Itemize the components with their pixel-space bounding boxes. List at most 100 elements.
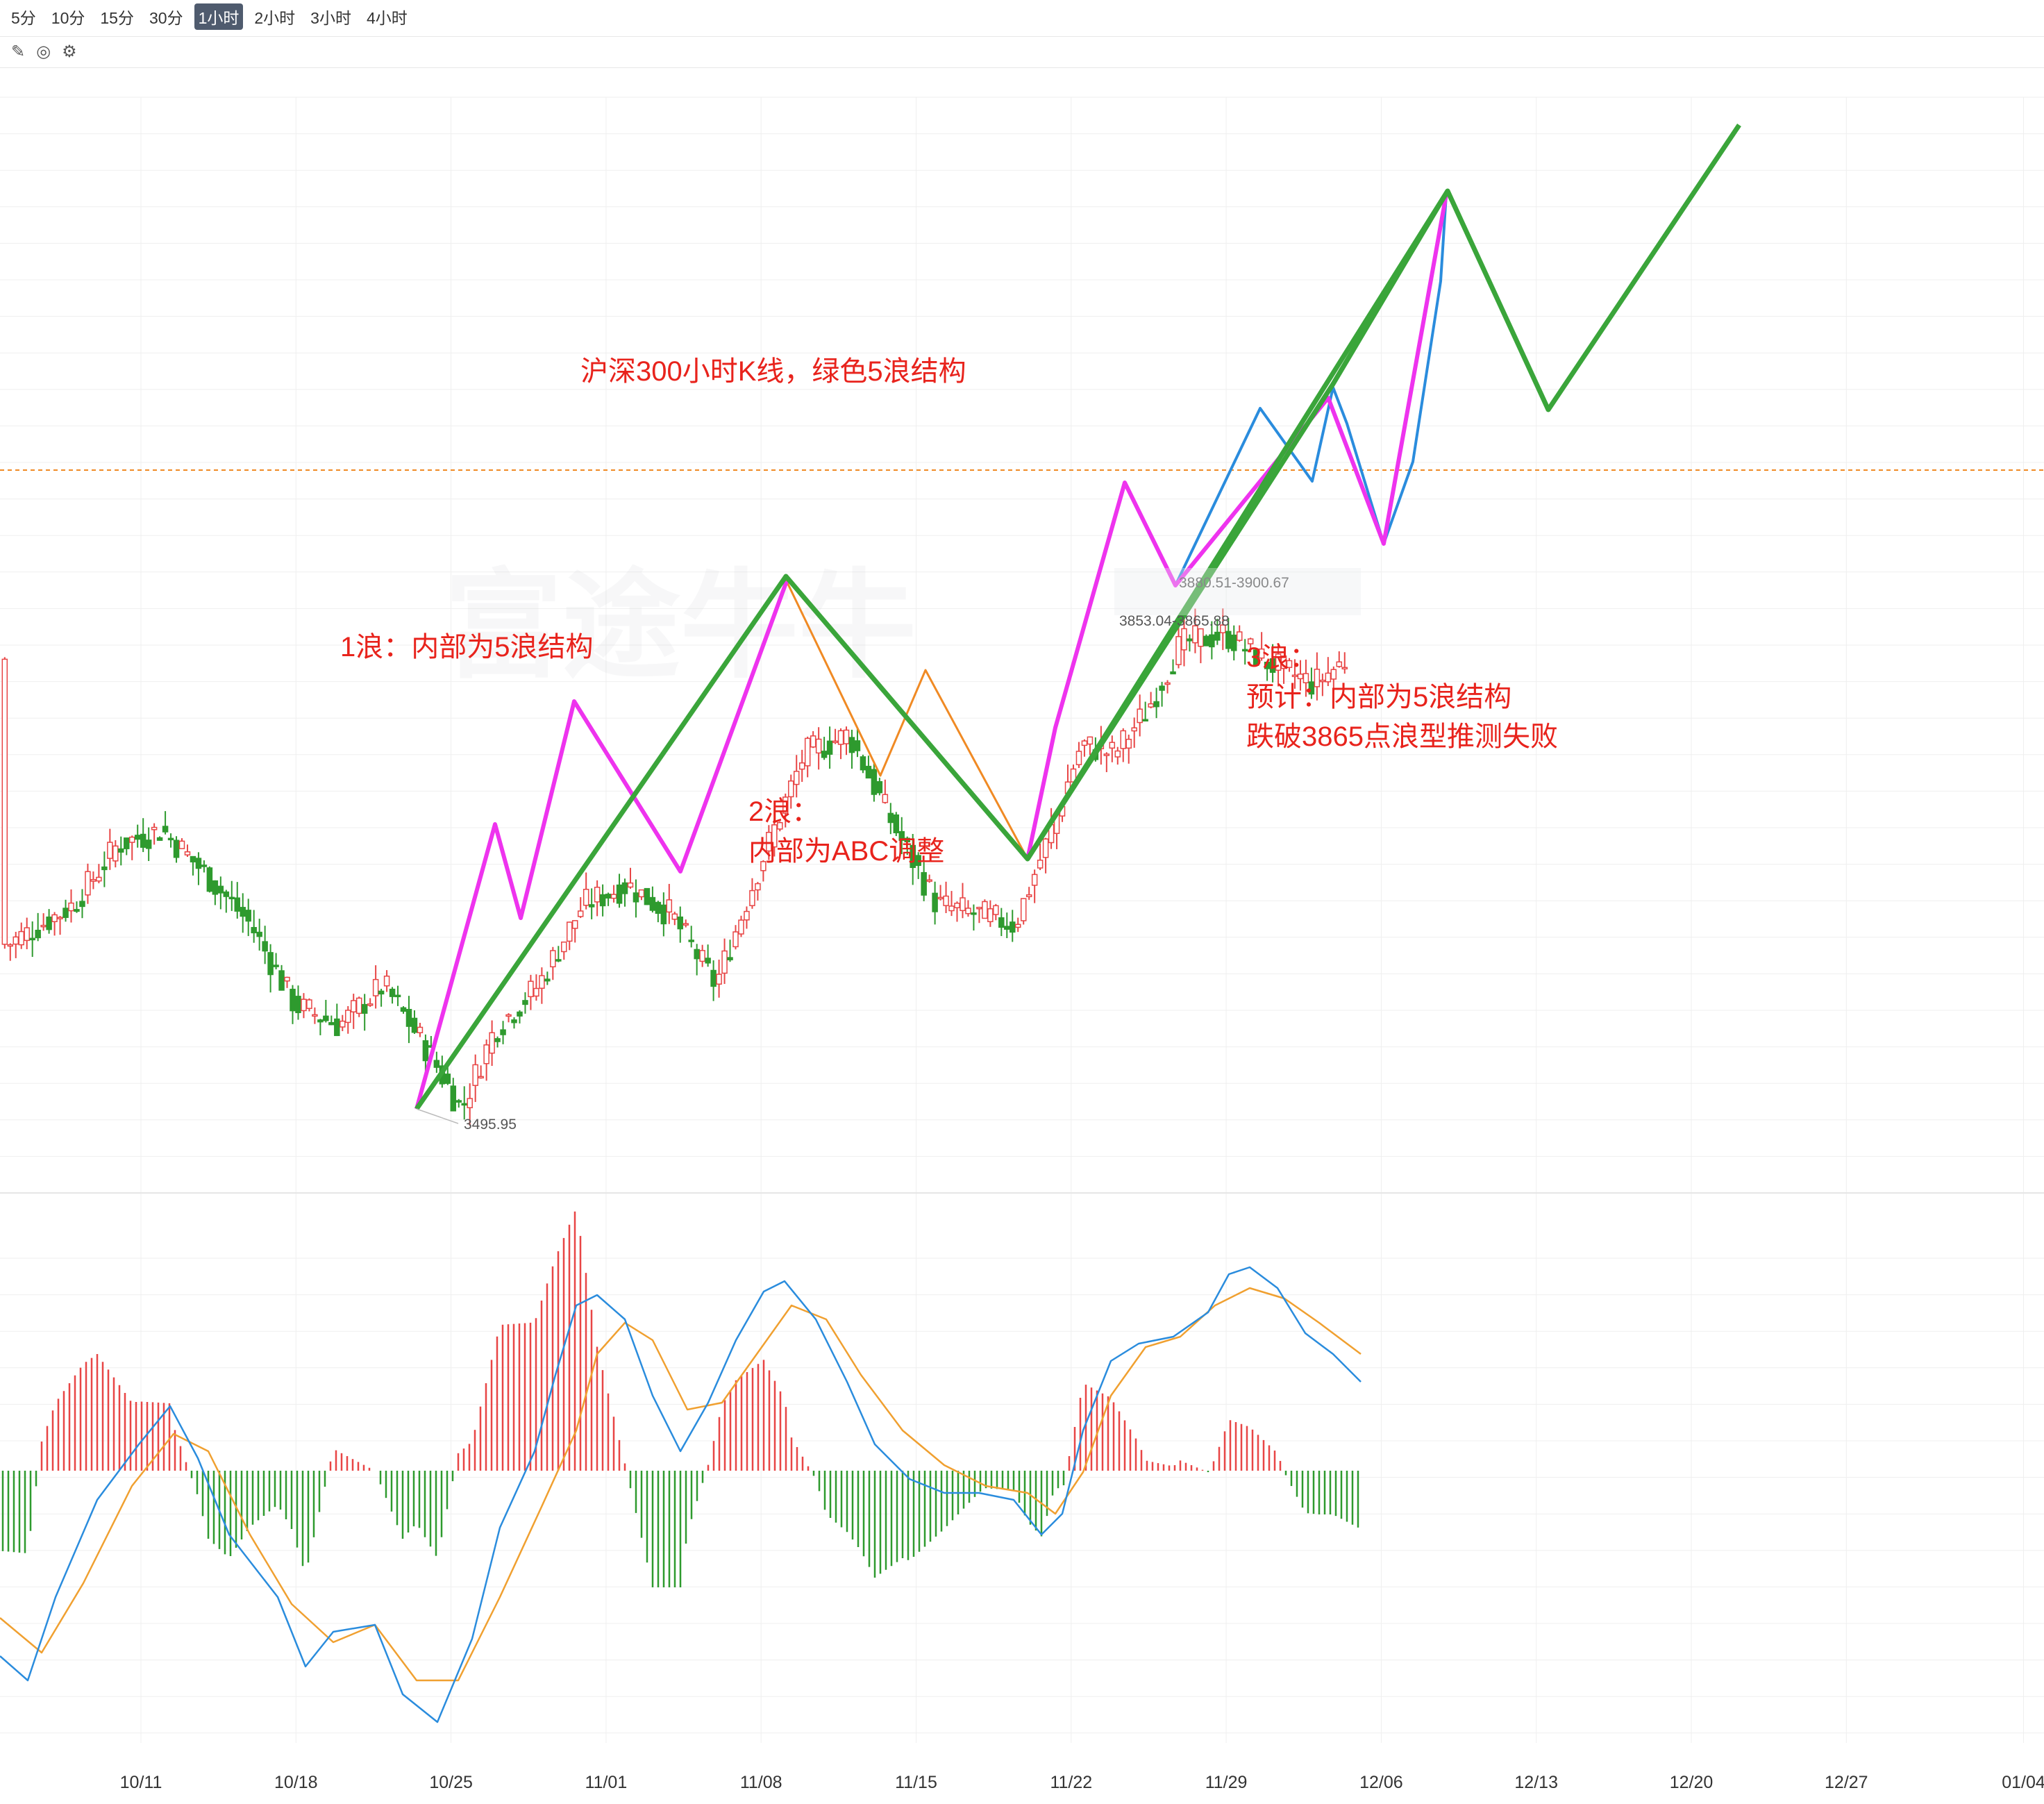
candle-body: [124, 837, 130, 849]
date-axis: 10/11 10/18 10/25 11/01 11/08 11/15 11/22 11/29…: [120, 1773, 2044, 1792]
date-label: 12/13: [1514, 1773, 1558, 1792]
timeframe-tab-0[interactable]: 5分: [11, 9, 36, 27]
candle-body: [738, 919, 744, 935]
candle-body: [1225, 630, 1232, 649]
candle-body: [876, 780, 883, 794]
candle-body: [871, 769, 878, 795]
candle-body: [655, 901, 662, 914]
date-label: 11/22: [1050, 1773, 1092, 1792]
annotation-wave2-line: 内部为ABC调整: [748, 836, 944, 867]
candle-body: [993, 905, 999, 915]
candle-body: [383, 976, 390, 987]
candle-body: [1198, 628, 1204, 647]
candle-body: [1004, 926, 1010, 930]
candle-body: [35, 929, 41, 939]
candle-body: [295, 996, 301, 1014]
candle-body: [461, 1103, 467, 1106]
eye-icon[interactable]: ◎: [36, 42, 51, 61]
timeframe-tab-4[interactable]: 1小时: [194, 3, 244, 30]
candles: [1, 608, 1348, 1126]
timeframe-tab-1[interactable]: 10分: [51, 9, 85, 27]
candle-body: [361, 1003, 368, 1014]
candle-body: [1170, 671, 1176, 675]
candle-body: [323, 1015, 329, 1021]
candle-body: [1253, 649, 1259, 666]
candle-body: [1247, 638, 1254, 644]
candle-body: [312, 1014, 318, 1017]
candle-body: [101, 866, 108, 871]
candle-body: [921, 871, 927, 896]
candle-body: [898, 830, 905, 841]
candle-body: [62, 908, 69, 918]
candle-body: [340, 1020, 346, 1028]
candle-body: [317, 1019, 324, 1023]
candle-body: [1164, 682, 1171, 685]
candle-body: [755, 883, 761, 891]
candle-body: [405, 1008, 412, 1027]
candle-body: [848, 737, 855, 753]
wave-green-3: [1025, 190, 1450, 860]
candle-body: [727, 957, 733, 960]
candle-body: [1286, 660, 1293, 668]
annotation-wave3-line: 预计：内部为5浪结构: [1246, 682, 1511, 712]
price-labels: 3495.95 3880.51-3900.67 3853.04-3865.88: [416, 568, 1361, 1133]
draw-tool-icon[interactable]: ✎: [11, 42, 26, 61]
candle-body: [162, 826, 169, 833]
timeframe-tab-3[interactable]: 30分: [149, 9, 183, 27]
candle-body: [732, 931, 739, 948]
candle-body: [400, 1007, 407, 1012]
date-label: 12/06: [1359, 1773, 1403, 1792]
watermark: 富途牛牛: [444, 560, 916, 692]
candle-body: [24, 927, 30, 942]
candle-body: [483, 1044, 489, 1064]
candle-body: [505, 1014, 512, 1017]
candle-body: [1220, 624, 1226, 633]
candle-body: [411, 1017, 418, 1033]
candle-body: [960, 897, 966, 912]
candle-body: [666, 899, 673, 913]
date-label: 11/08: [740, 1773, 782, 1792]
label-box: [1114, 568, 1361, 615]
candle-body: [1125, 738, 1132, 749]
candle-body: [948, 905, 955, 912]
candle-body: [826, 740, 833, 755]
candle-body: [528, 980, 534, 998]
candle-body: [206, 867, 213, 892]
candle-body: [455, 1100, 462, 1103]
timeframe-tab-7[interactable]: 4小时: [366, 9, 408, 27]
candle-body: [1330, 669, 1337, 680]
date-label: 11/15: [895, 1773, 937, 1792]
timeframe-tab-6[interactable]: 3小时: [310, 9, 351, 27]
candle-body: [1241, 649, 1248, 652]
candle-body: [860, 756, 866, 771]
date-label: 01/04: [2002, 1773, 2044, 1792]
date-label: 12/27: [1825, 1773, 1868, 1792]
gear-icon[interactable]: ⚙: [62, 42, 77, 61]
candle-body: [539, 975, 545, 989]
candle-body: [12, 936, 19, 945]
candle-body: [555, 959, 562, 962]
candle-body: [267, 952, 274, 976]
candle-body: [234, 897, 241, 912]
candle-body: [156, 837, 163, 841]
candle-body: [273, 964, 279, 967]
candle-body: [721, 950, 728, 974]
candle-body: [1114, 750, 1121, 758]
candle-body: [278, 970, 285, 991]
chart-title: 沪深300小时K线，绿色5浪结构: [580, 356, 966, 387]
candle-body: [328, 1021, 335, 1026]
candle-body: [223, 891, 230, 897]
candle-body: [1314, 669, 1321, 687]
candle-body: [1209, 634, 1215, 648]
candle-body: [472, 1064, 478, 1086]
candle-body: [571, 920, 578, 929]
candle-body: [1010, 921, 1016, 933]
candle-body: [788, 780, 794, 798]
timeframe-tab-5[interactable]: 2小时: [254, 9, 296, 27]
timeframe-tab-2[interactable]: 15分: [100, 9, 134, 27]
candle-body: [1319, 679, 1326, 683]
candle-body: [1037, 860, 1044, 869]
candle-body: [29, 937, 35, 941]
annotation-wave2-line: 2浪：: [748, 796, 819, 827]
